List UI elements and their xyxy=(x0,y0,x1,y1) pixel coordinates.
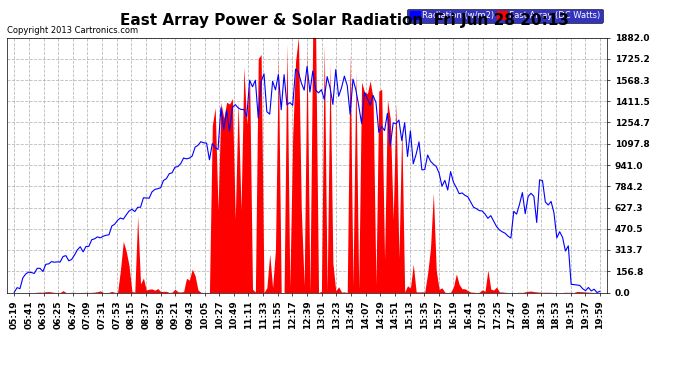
Text: East Array Power & Solar Radiation  Fri Jun 28 20:13: East Array Power & Solar Radiation Fri J… xyxy=(121,13,569,28)
Legend: Radiation (w/m2), East Array (DC Watts): Radiation (w/m2), East Array (DC Watts) xyxy=(407,9,603,22)
Text: Copyright 2013 Cartronics.com: Copyright 2013 Cartronics.com xyxy=(7,26,138,35)
